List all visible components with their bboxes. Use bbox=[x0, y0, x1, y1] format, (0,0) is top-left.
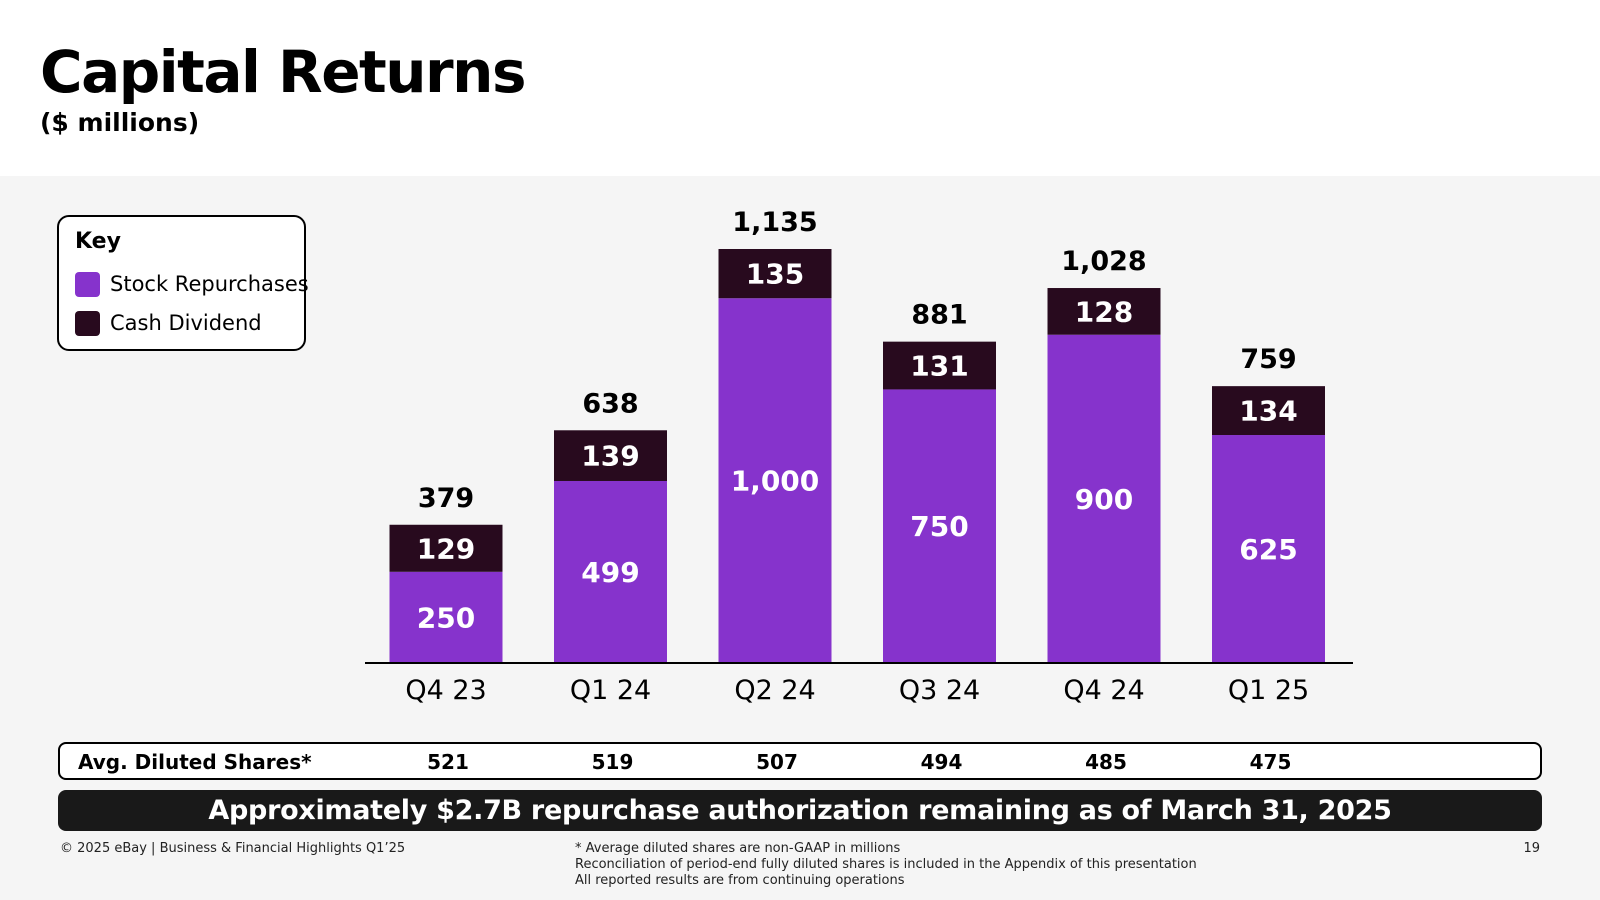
shares-value: 519 bbox=[591, 750, 634, 774]
page-number: 19 bbox=[1523, 841, 1540, 856]
total-label: 1,135 bbox=[732, 207, 817, 238]
data-label-stock-repurchases: 625 bbox=[1239, 533, 1297, 566]
bar-cash-dividend bbox=[554, 430, 667, 481]
x-tick-label: Q1 24 bbox=[570, 675, 651, 706]
bar-stock-repurchases bbox=[554, 480, 667, 663]
avg-diluted-shares-row: Avg. Diluted Shares* 521 519 507 494 485… bbox=[58, 742, 1542, 780]
legend-swatch-stock-repurchases bbox=[75, 271, 100, 297]
legend-label-stock-repurchases: Stock Repurchases bbox=[110, 272, 309, 296]
footnote: * Average diluted shares are non-GAAP in… bbox=[575, 841, 901, 856]
total-label: 1,028 bbox=[1061, 246, 1146, 277]
data-label-stock-repurchases: 900 bbox=[1075, 483, 1133, 516]
shares-value: 475 bbox=[1249, 750, 1292, 774]
bar-stock-repurchases bbox=[718, 298, 832, 663]
bar-stock-repurchases bbox=[1212, 435, 1325, 663]
shares-value: 507 bbox=[756, 750, 798, 774]
page-subtitle: ($ millions) bbox=[40, 108, 200, 137]
footer-copyright: © 2025 eBay | Business & Financial Highl… bbox=[60, 841, 406, 856]
x-tick-label: Q1 25 bbox=[1228, 675, 1309, 706]
shares-value: 494 bbox=[920, 750, 963, 774]
authorization-banner: Approximately $2.7B repurchase authoriza… bbox=[58, 790, 1542, 831]
x-tick-label: Q4 24 bbox=[1063, 675, 1144, 706]
total-label: 379 bbox=[418, 483, 474, 514]
bar-cash-dividend bbox=[883, 341, 996, 390]
legend: Key Stock Repurchases Cash Dividend bbox=[57, 215, 309, 351]
footnote: All reported results are from continuing… bbox=[575, 873, 905, 888]
legend-label-cash-dividend: Cash Dividend bbox=[110, 311, 262, 335]
data-label-stock-repurchases: 499 bbox=[581, 556, 639, 589]
bar-stock-repurchases bbox=[883, 389, 996, 663]
data-label-cash-dividend: 128 bbox=[1075, 295, 1133, 328]
avg-diluted-shares-label: Avg. Diluted Shares* bbox=[78, 750, 312, 774]
bar-stock-repurchases bbox=[1047, 334, 1161, 663]
data-label-cash-dividend: 131 bbox=[910, 350, 968, 383]
data-label-stock-repurchases: 750 bbox=[910, 510, 968, 543]
data-label-cash-dividend: 134 bbox=[1239, 395, 1297, 428]
legend-item-cash-dividend: Cash Dividend bbox=[75, 310, 262, 336]
shares-value: 485 bbox=[1085, 750, 1127, 774]
data-label-stock-repurchases: 250 bbox=[417, 601, 475, 634]
x-tick-label: Q2 24 bbox=[734, 675, 815, 706]
legend-swatch-cash-dividend bbox=[75, 310, 100, 336]
bar-cash-dividend bbox=[718, 249, 832, 299]
total-label: 638 bbox=[582, 388, 638, 419]
footnotes: * Average diluted shares are non-GAAP in… bbox=[575, 841, 1197, 889]
bar-cash-dividend bbox=[1047, 288, 1161, 335]
data-label-cash-dividend: 135 bbox=[746, 258, 804, 291]
shares-value: 521 bbox=[427, 750, 469, 774]
total-label: 759 bbox=[1240, 344, 1296, 375]
total-label: 881 bbox=[911, 300, 967, 331]
x-tick-label: Q3 24 bbox=[899, 675, 980, 706]
page-title: Capital Returns bbox=[40, 38, 526, 106]
legend-item-stock-repurchases: Stock Repurchases bbox=[75, 271, 309, 297]
footnote: Reconciliation of period-end fully dilut… bbox=[575, 857, 1197, 872]
data-label-stock-repurchases: 1,000 bbox=[731, 465, 820, 498]
data-label-cash-dividend: 129 bbox=[417, 532, 475, 565]
legend-title: Key bbox=[75, 229, 121, 254]
bar-cash-dividend bbox=[1212, 386, 1325, 436]
data-label-cash-dividend: 139 bbox=[581, 440, 639, 473]
bar-cash-dividend bbox=[389, 524, 503, 572]
bar-stock-repurchases bbox=[389, 571, 503, 663]
x-tick-label: Q4 23 bbox=[405, 675, 486, 706]
